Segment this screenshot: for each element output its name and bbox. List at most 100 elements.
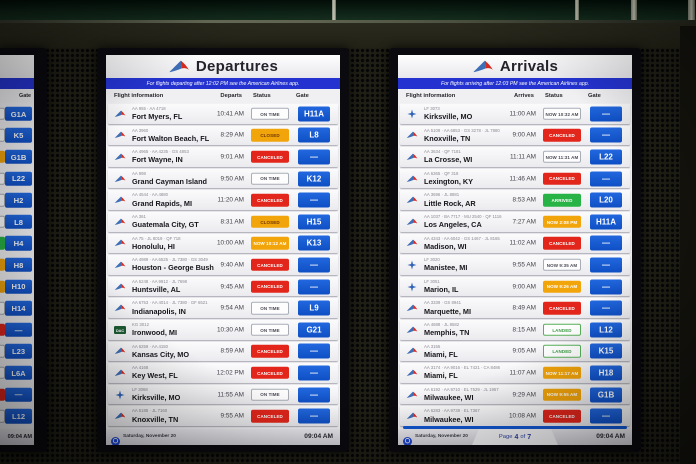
lf-airline-icon	[406, 282, 418, 292]
destination-city: Honolulu, HI	[132, 241, 175, 251]
gate-row: L23	[0, 342, 34, 362]
gate-row: H14	[0, 298, 34, 318]
scheduled-time: 8:53 AM	[512, 196, 536, 204]
aa-airline-icon	[406, 347, 418, 356]
gate-chip: L12	[5, 408, 32, 424]
arrivals-board: Arrivals For flights arriving after 12:0…	[389, 48, 641, 452]
status-badge: CANCELED	[251, 193, 289, 207]
gate-chip: G21	[298, 322, 330, 338]
gate-row: G1B	[0, 147, 34, 167]
scheduled-time: 8:29 AM	[220, 131, 244, 139]
gate-row: H2	[0, 190, 34, 210]
gate-chip: H14	[5, 300, 32, 316]
lf-airline-icon	[406, 109, 418, 119]
gate-row: H4	[0, 234, 34, 254]
status-badge: CANCELED	[251, 345, 289, 358]
status-badge: ON TIME	[251, 172, 289, 185]
gate-chip: L12	[590, 322, 622, 338]
scheduled-time: 10:30 AM	[216, 326, 244, 334]
flight-row: AA 4688 · JL 8582 Memphis, TN 8:15 AM LANDE…	[400, 320, 630, 340]
destination-city: La Crosse, WI	[424, 155, 473, 165]
arrivals-header: Arrivals	[398, 55, 632, 78]
destination-city: Marion, IL	[424, 284, 459, 294]
status-badge: ARRIVED	[543, 193, 581, 207]
gate-chip: L22	[590, 149, 622, 165]
destination-city: Kirksville, MO	[424, 112, 473, 122]
gate-chip: G1B	[590, 387, 622, 403]
footer-date: Saturday, November 20	[123, 434, 176, 439]
destination-city: Kansas City, MO	[132, 349, 190, 359]
status-badge: CANCELED	[251, 280, 289, 293]
arrivals-column-header: Flight information Arrives Status Gate	[398, 89, 632, 103]
gate-column-label: Gate	[588, 93, 601, 99]
page-indicator: Page 4 of 7	[472, 429, 558, 445]
gate-chip: —	[590, 408, 622, 424]
gate-chip: L20	[590, 192, 622, 208]
scheduled-time: 8:31 AM	[220, 218, 244, 226]
scheduled-time: 11:11 AM	[509, 153, 536, 161]
departures-banner: For flights departing after 12:02 PM see…	[106, 78, 340, 89]
destination-city: Ironwood, MI	[132, 328, 177, 338]
flight-row: LF 3020 Manistee, MI 9:55 AM NOW 9:35 AM —	[400, 255, 630, 275]
gate-chip: L8	[5, 214, 32, 230]
flight-codes: AA 998	[132, 170, 146, 176]
gate-chip: —	[298, 279, 330, 295]
scheduled-time: 9:00 AM	[512, 283, 536, 291]
flight-codes: AA 6192 · AA 9710 · EL 7529 · JL 1957	[424, 386, 499, 392]
flight-row: AA 4343 · AA 6042 · GS 1467 · JL 8165 Mad…	[400, 233, 630, 254]
scheduled-time: 11:02 AM	[509, 239, 536, 247]
flight-codes: AA 3155	[424, 343, 441, 349]
status-badge: CANCELED	[251, 366, 289, 380]
flight-codes: AA 6248 · AA 9912 · JL 7698	[132, 278, 188, 284]
scheduled-time: 9:40 AM	[220, 261, 244, 269]
destination-city: Miami, FL	[424, 349, 458, 359]
status-badge: ON TIME	[251, 301, 289, 315]
flight-codes: AA 4965 · AA 4235 · GS 4853	[132, 149, 189, 155]
aa-airline-icon	[406, 304, 418, 313]
flight-row: AA 3339 · GS 8941 Marquette, MI 8:49 AM CAN…	[400, 298, 630, 318]
status-badge: CANCELED	[543, 301, 581, 315]
destination-city: Indianapolis, IN	[132, 306, 186, 316]
gate-chip: L8	[298, 127, 330, 143]
scheduled-time: 10:41 AM	[216, 110, 244, 118]
destination-city: Marquette, MI	[424, 306, 472, 316]
aa-airline-icon	[114, 174, 126, 183]
status-badge: NOW 2:08 PM	[543, 215, 581, 229]
flight-codes: AA 75 · JL 8019 · QF 718	[132, 235, 181, 241]
status-badge: CANCELED	[543, 409, 581, 423]
flight-row: AA 3634 · QF 7181 La Crosse, WI 11:11 AM NO…	[400, 147, 630, 167]
flight-row: AA 998 Grand Cayman Island 9:50 AM ON TIME K…	[108, 168, 338, 189]
flight-row: AA 955 · AA 4718 Fort Myers, FL 10:41 AM ON…	[108, 104, 338, 124]
flight-codes: AA 6365 · QF 318	[424, 170, 459, 176]
scheduled-time: 9:45 AM	[220, 283, 244, 291]
aa-airline-icon	[114, 152, 126, 161]
gate-chip: —	[298, 192, 330, 208]
page-prefix: Page	[498, 434, 513, 440]
gate-column-label: Gate	[19, 93, 31, 99]
destination-city: Knoxville, TN	[132, 414, 179, 424]
aa-airline-icon	[114, 368, 126, 377]
ceiling-post	[332, 0, 336, 21]
flight-codes: AA 3696 · JL 8881	[424, 192, 460, 198]
aa-airline-icon	[406, 390, 418, 399]
scheduled-time: 9:55 AM	[512, 261, 536, 269]
status-badge: CANCELED	[251, 258, 289, 272]
flight-row: DAC KG 3012 Ironwood, MI 10:30 AM ON TIME G21	[108, 320, 338, 340]
flight-codes: AA 955 · AA 4718	[132, 106, 166, 111]
gate-chip: —	[590, 279, 622, 295]
gate-chip: —	[590, 235, 622, 251]
gate-chip: K13	[298, 235, 330, 251]
left-gate-rows: G1A K5 G1B L22 H2 L8 H4 H8 H10 H14 — L23 L6A — L12	[0, 103, 34, 426]
left-board-column-header: Gate	[0, 89, 34, 103]
flight-codes: AA 5185 · JL 7160	[132, 408, 168, 414]
gate-row: G1A	[0, 104, 34, 124]
scheduled-time: 10:00 AM	[216, 239, 244, 247]
flight-row: AA 4965 · AA 4235 · GS 4853 Fort Wayne, I…	[108, 147, 338, 167]
gate-chip: H2	[5, 192, 32, 208]
gate-chip: H15	[298, 214, 330, 230]
flight-codes: AA 4168	[132, 365, 149, 371]
destination-city: Kirksville, MO	[132, 392, 181, 402]
aa-airline-icon	[406, 152, 418, 161]
scheduled-time: 8:49 AM	[512, 304, 536, 312]
adjacent-screen-edge	[680, 26, 696, 464]
